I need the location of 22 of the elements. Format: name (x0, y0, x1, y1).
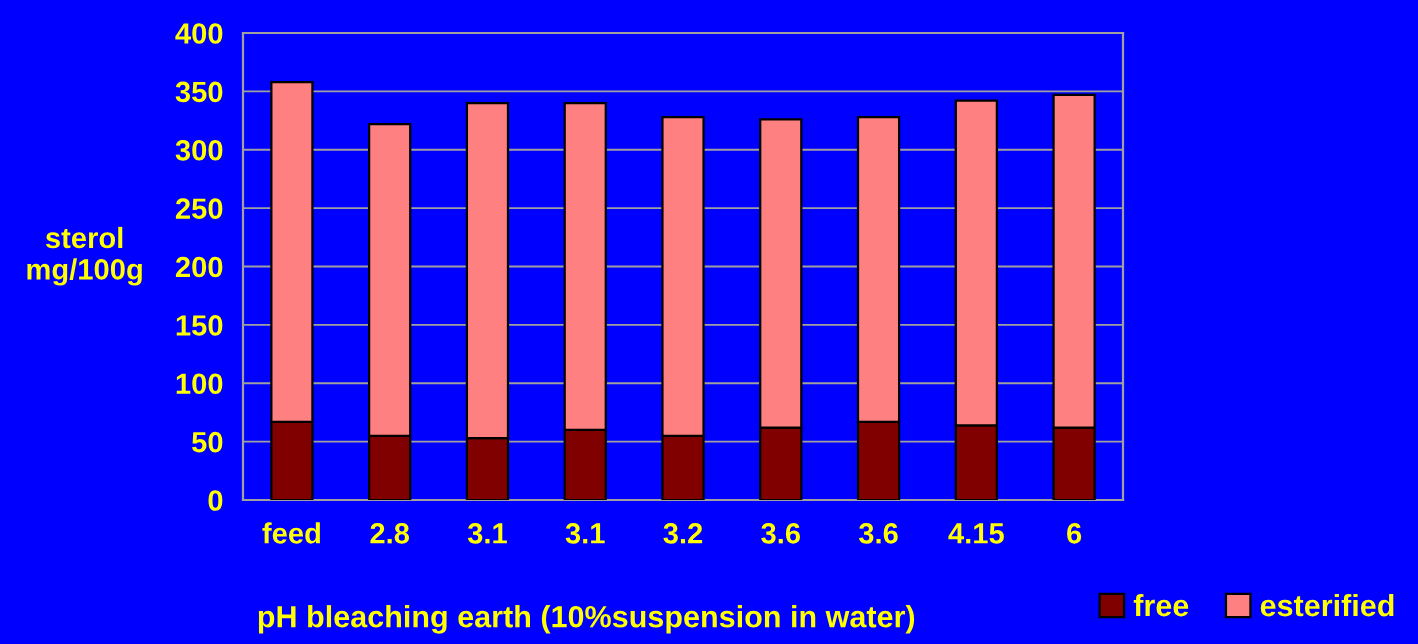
x-tick-label: 3.1 (467, 522, 507, 544)
y-tick-label: 400 (175, 23, 223, 44)
legend-label: esterified (1260, 593, 1394, 617)
x-tick-label: 6 (1067, 522, 1082, 544)
y-tick-label: 250 (175, 198, 223, 219)
x-tick-label: 3.6 (858, 522, 898, 544)
y-tick-label: 150 (176, 315, 223, 336)
y-axis-title: sterol mg/100g (27, 226, 142, 286)
x-tick-label: feed (262, 522, 320, 544)
y-tick-label: 350 (175, 81, 223, 103)
y-tick-label: 50 (192, 431, 223, 453)
x-axis-title: pH bleaching earth (10%suspension in water) (258, 605, 915, 634)
x-tick-label: 4.15 (948, 523, 1004, 544)
y-tick-label: 0 (208, 490, 223, 511)
x-tick-label: 2.8 (370, 522, 410, 544)
x-tick-label: 3.2 (663, 522, 703, 544)
x-tick-label: 3.1 (565, 522, 605, 544)
y-tick-label: 200 (175, 256, 223, 278)
legend-label: free (1133, 593, 1189, 617)
y-tick-label: 100 (176, 373, 223, 395)
x-tick-label: 3.6 (761, 522, 800, 544)
y-tick-label: 300 (175, 139, 223, 161)
